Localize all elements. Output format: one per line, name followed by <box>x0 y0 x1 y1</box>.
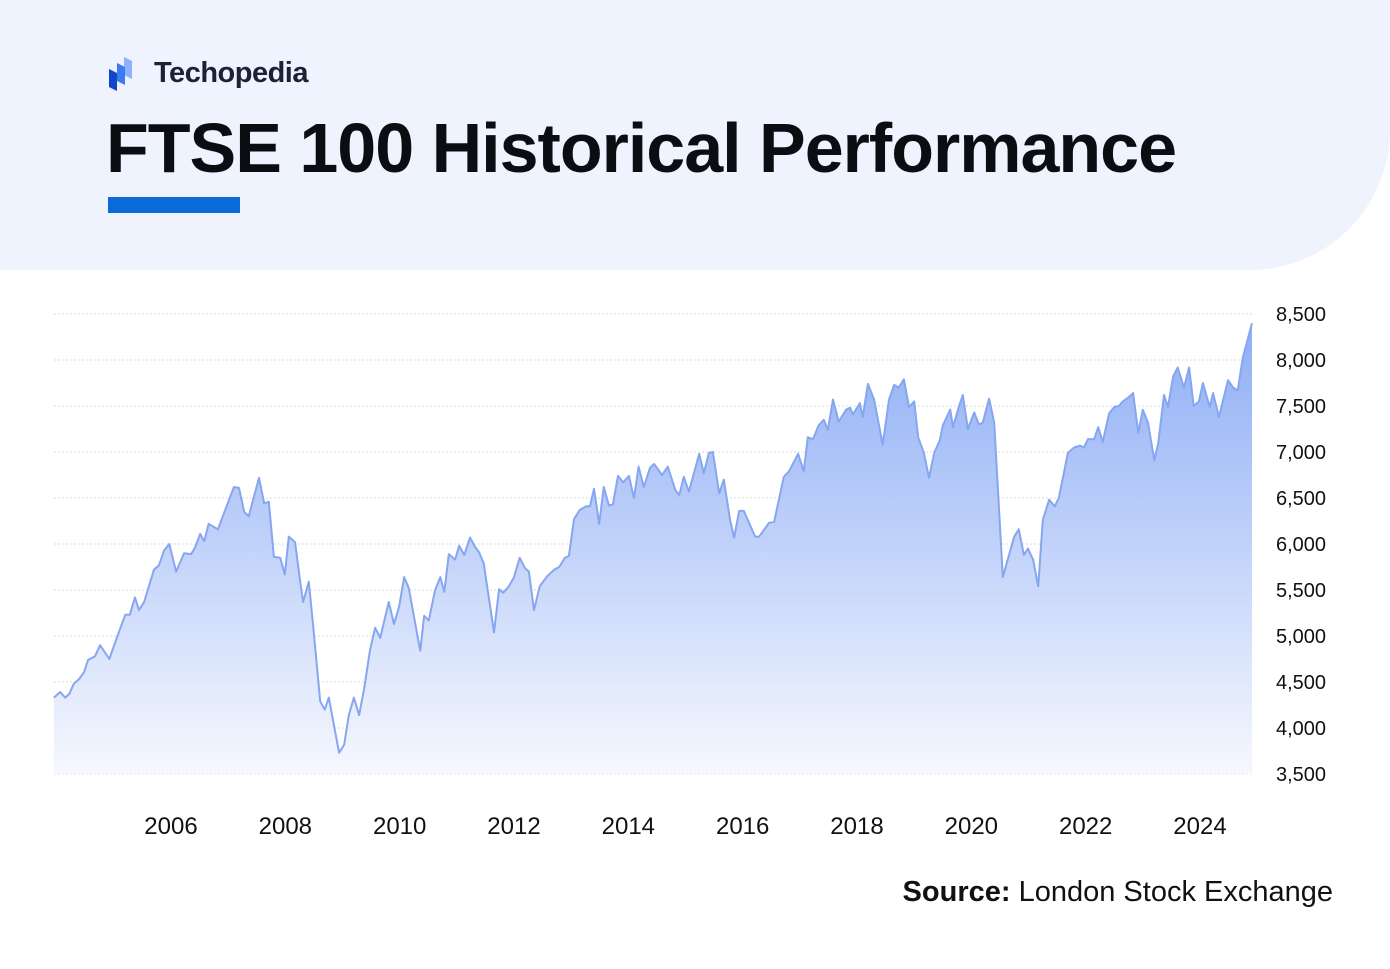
brand-logo: Techopedia <box>108 55 309 91</box>
x-tick-label: 2020 <box>945 813 998 840</box>
y-tick-label: 7,500 <box>1276 396 1326 418</box>
x-tick-label: 2012 <box>487 813 540 840</box>
y-tick-label: 8,000 <box>1276 350 1326 372</box>
x-axis: 2006 2008 2010 2012 2014 2016 2018 2020 2022 2024 <box>144 813 1226 840</box>
y-tick-label: 8,500 <box>1276 304 1326 326</box>
brand-name: Techopedia <box>154 56 309 89</box>
x-tick-label: 2008 <box>259 813 312 840</box>
y-tick-label: 3,500 <box>1276 764 1326 786</box>
techopedia-logo-icon <box>109 57 132 91</box>
x-tick-label: 2006 <box>144 813 197 840</box>
x-tick-label: 2024 <box>1173 813 1226 840</box>
x-tick-label: 2010 <box>373 813 426 840</box>
x-tick-label: 2016 <box>716 813 769 840</box>
series-line <box>53 322 1253 754</box>
y-tick-label: 7,000 <box>1276 442 1326 464</box>
x-tick-label: 2014 <box>602 813 655 840</box>
y-tick-label: 5,500 <box>1276 580 1326 602</box>
header-banner <box>0 0 1390 270</box>
y-tick-label: 5,000 <box>1276 626 1326 648</box>
y-tick-label: 6,500 <box>1276 488 1326 510</box>
area-fill <box>53 323 1252 774</box>
y-tick-label: 4,000 <box>1276 718 1326 740</box>
source-note: Source: London Stock Exchange <box>903 876 1333 909</box>
x-tick-label: 2018 <box>830 813 883 840</box>
source-text: London Stock Exchange <box>1018 876 1333 908</box>
y-axis: 8,500 8,000 7,500 7,000 6,500 6,000 5,500 5,000… <box>1276 304 1326 786</box>
source-label: Source: <box>902 876 1011 908</box>
x-tick-label: 2022 <box>1059 813 1112 840</box>
page-title: FTSE 100 Historical Performance <box>106 109 1177 187</box>
y-tick-label: 6,000 <box>1276 534 1326 556</box>
title-underline <box>108 197 240 213</box>
y-tick-label: 4,500 <box>1276 672 1326 694</box>
